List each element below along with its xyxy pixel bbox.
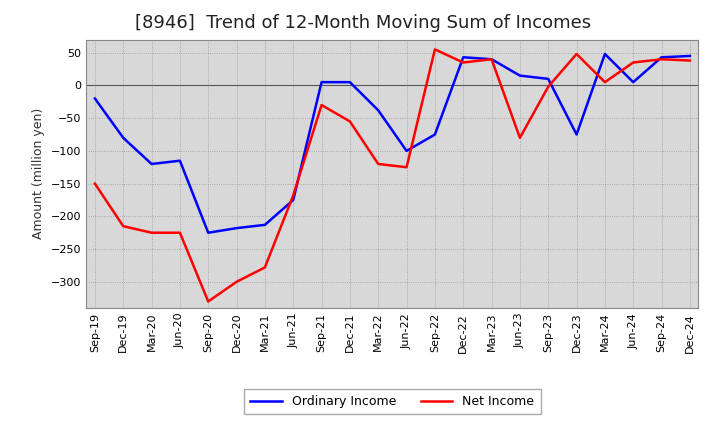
Ordinary Income — [289, 198, 297, 203]
Net Income — [516, 135, 524, 140]
Net Income — [459, 60, 467, 65]
Net Income — [600, 80, 609, 85]
Ordinary Income — [516, 73, 524, 78]
Net Income — [374, 161, 382, 167]
Ordinary Income — [459, 55, 467, 60]
Ordinary Income — [346, 80, 354, 85]
Ordinary Income — [600, 51, 609, 57]
Ordinary Income — [261, 222, 269, 227]
Ordinary Income — [402, 148, 411, 154]
Ordinary Income — [119, 135, 127, 140]
Net Income — [318, 103, 326, 108]
Net Income — [629, 60, 637, 65]
Net Income — [685, 58, 694, 63]
Line: Net Income: Net Income — [95, 49, 690, 301]
Net Income — [91, 181, 99, 186]
Ordinary Income — [685, 53, 694, 59]
Net Income — [204, 299, 212, 304]
Ordinary Income — [233, 225, 241, 231]
Ordinary Income — [572, 132, 581, 137]
Ordinary Income — [657, 55, 666, 60]
Net Income — [544, 84, 552, 89]
Net Income — [487, 57, 496, 62]
Net Income — [346, 119, 354, 124]
Net Income — [261, 265, 269, 270]
Ordinary Income — [148, 161, 156, 167]
Ordinary Income — [544, 76, 552, 81]
Net Income — [119, 224, 127, 229]
Net Income — [148, 230, 156, 235]
Net Income — [657, 57, 666, 62]
Ordinary Income — [318, 80, 326, 85]
Legend: Ordinary Income, Net Income: Ordinary Income, Net Income — [244, 389, 541, 414]
Ordinary Income — [431, 132, 439, 137]
Ordinary Income — [629, 80, 637, 85]
Net Income — [233, 279, 241, 284]
Ordinary Income — [176, 158, 184, 163]
Text: [8946]  Trend of 12-Month Moving Sum of Incomes: [8946] Trend of 12-Month Moving Sum of I… — [135, 15, 592, 33]
Net Income — [572, 51, 581, 57]
Net Income — [289, 193, 297, 198]
Net Income — [176, 230, 184, 235]
Y-axis label: Amount (million yen): Amount (million yen) — [32, 108, 45, 239]
Ordinary Income — [204, 230, 212, 235]
Line: Ordinary Income: Ordinary Income — [95, 54, 690, 233]
Net Income — [402, 165, 411, 170]
Ordinary Income — [487, 57, 496, 62]
Net Income — [431, 47, 439, 52]
Ordinary Income — [374, 108, 382, 113]
Ordinary Income — [91, 96, 99, 101]
